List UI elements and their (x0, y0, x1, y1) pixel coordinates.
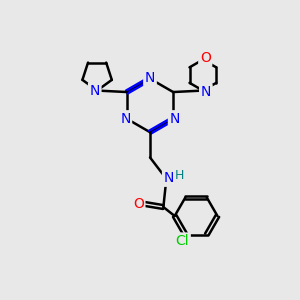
Text: N: N (169, 112, 180, 126)
Text: N: N (120, 112, 130, 126)
Text: N: N (201, 85, 211, 99)
Text: O: O (133, 196, 144, 211)
Text: Cl: Cl (176, 234, 189, 248)
Text: N: N (145, 71, 155, 85)
Text: H: H (175, 169, 184, 182)
Text: N: N (89, 84, 100, 98)
Text: O: O (200, 51, 211, 65)
Text: N: N (164, 171, 174, 185)
